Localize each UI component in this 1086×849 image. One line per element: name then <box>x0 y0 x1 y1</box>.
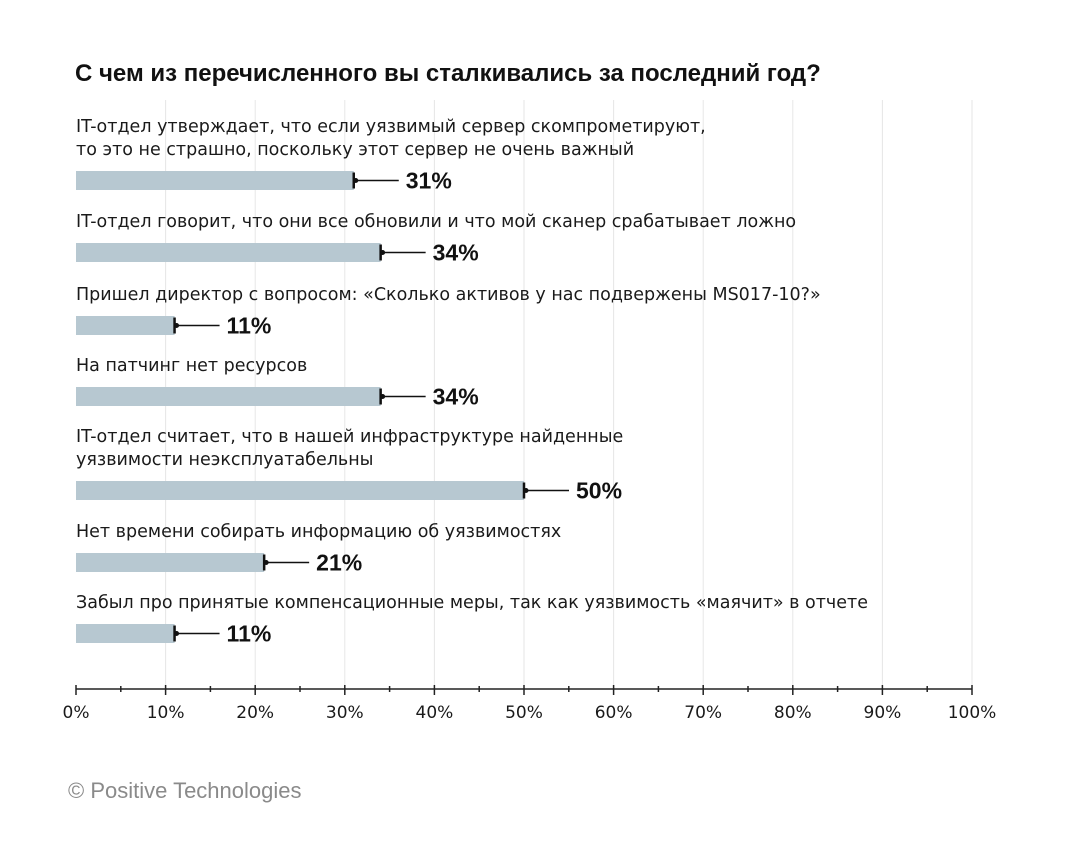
bar <box>76 624 175 643</box>
bar-end-dot <box>174 323 180 328</box>
bar-end-dot <box>353 178 359 183</box>
bar-end-dot <box>380 250 386 255</box>
category-label: уязвимости неэксплуатабельны <box>76 450 373 470</box>
x-tick-label: 30% <box>326 703 364 723</box>
value-label: 31% <box>406 168 452 194</box>
category-label: то это не страшно, поскольку этот сервер… <box>76 140 634 160</box>
x-tick-label: 60% <box>595 703 633 723</box>
x-tick-label: 20% <box>236 703 274 723</box>
x-axis: 0% 10% 20% 30% 40% 50% 60% 70% 80% 90% 100% <box>63 685 997 723</box>
bar <box>76 387 381 406</box>
x-tick-label: 80% <box>774 703 812 723</box>
value-label: 34% <box>433 240 479 266</box>
bar <box>76 243 381 262</box>
value-label: 50% <box>576 478 622 504</box>
bar <box>76 481 524 500</box>
category-label: IT-отдел считает, что в нашей инфраструк… <box>76 427 623 447</box>
x-tick-label: 100% <box>948 703 997 723</box>
grid-lines <box>165 100 973 689</box>
bar <box>76 171 354 190</box>
bar-chart: С чем из перечисленного вы сталкивались … <box>63 60 997 723</box>
x-tick-label: 0% <box>63 703 90 723</box>
x-tick-label: 90% <box>864 703 902 723</box>
category-label: Пришел директор с вопросом: «Сколько акт… <box>76 285 821 305</box>
value-label: 11% <box>227 313 272 339</box>
x-tick-label: 50% <box>505 703 543 723</box>
category-label: IT-отдел говорит, что они все обновили и… <box>76 212 796 232</box>
chart-title: С чем из перечисленного вы сталкивались … <box>75 60 821 87</box>
bar-end-dot <box>174 631 180 636</box>
value-label: 34% <box>433 384 479 410</box>
bars: IT-отдел утверждает, что если уязвимый с… <box>76 117 868 647</box>
value-label: 11% <box>227 621 272 647</box>
value-label: 21% <box>316 550 362 576</box>
x-tick-label: 10% <box>147 703 185 723</box>
bar-end-dot <box>380 394 386 399</box>
category-label: Нет времени собирать информацию об уязви… <box>76 522 561 542</box>
category-label: Забыл про принятые компенсационные меры,… <box>76 593 868 613</box>
bar-end-dot <box>523 488 529 493</box>
x-tick-label: 70% <box>684 703 722 723</box>
bar <box>76 316 175 335</box>
copyright-credit: © Positive Technologies <box>68 778 302 803</box>
x-tick-label: 40% <box>416 703 454 723</box>
bar <box>76 553 265 572</box>
bar-end-dot <box>263 560 269 565</box>
category-label: На патчинг нет ресурсов <box>76 356 307 376</box>
category-label: IT-отдел утверждает, что если уязвимый с… <box>76 117 706 137</box>
